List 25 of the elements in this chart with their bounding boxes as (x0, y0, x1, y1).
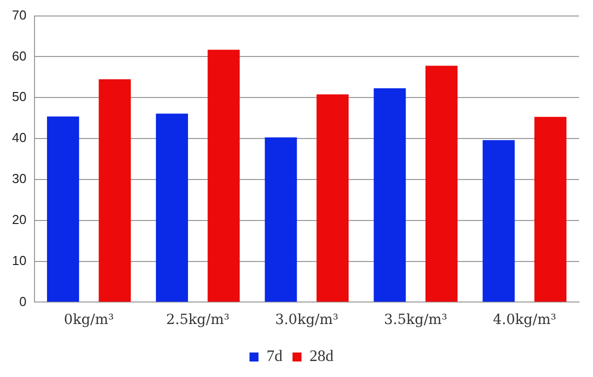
y-tick-label: 40 (12, 130, 26, 146)
y-tick-label: 10 (12, 252, 26, 268)
bar (534, 116, 566, 302)
bar (316, 94, 349, 302)
legend-label: 7d (266, 348, 282, 366)
y-tick-label: 20 (12, 212, 26, 227)
legend-label: 28d (310, 348, 334, 366)
bar (482, 140, 515, 302)
bar (156, 114, 188, 302)
y-tick-label: 60 (12, 48, 26, 64)
bar (374, 88, 406, 302)
y-tick-label: 30 (12, 171, 26, 186)
bar (208, 50, 240, 302)
x-tick-label: 0kg/m³ (64, 312, 114, 328)
bar (98, 79, 131, 302)
bar (264, 137, 297, 302)
y-tick-label: 0 (19, 294, 26, 309)
bar (47, 116, 80, 302)
x-tick-label: 2.5kg/m³ (166, 312, 230, 328)
x-tick-label: 3.0kg/m³ (275, 312, 338, 328)
x-tick-label: 4.0kg/m³ (492, 312, 556, 328)
x-tick-label: 3.5kg/m³ (384, 312, 448, 328)
bar (425, 66, 458, 302)
y-tick-label: 50 (12, 89, 26, 104)
y-tick-label: 70 (12, 7, 26, 22)
